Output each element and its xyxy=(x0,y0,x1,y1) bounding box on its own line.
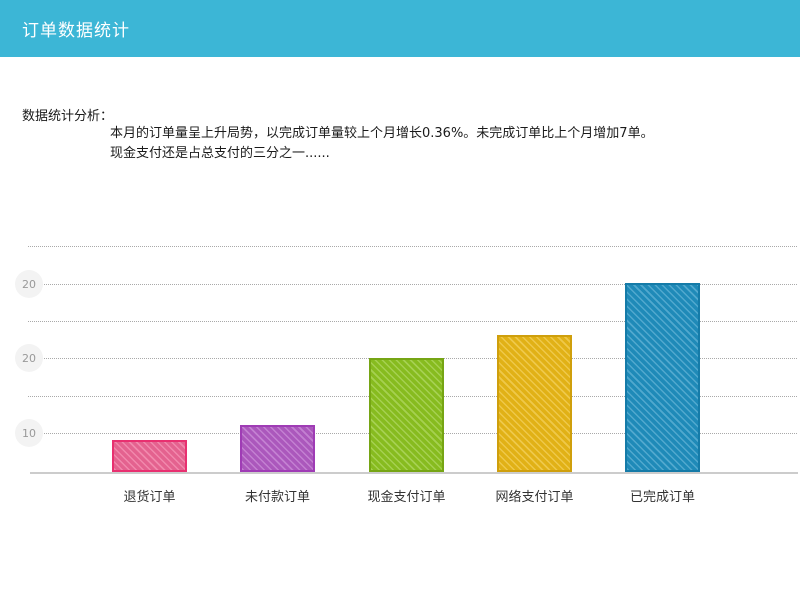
page-title: 订单数据统计 xyxy=(22,21,130,41)
analysis-line-1: 本月的订单量呈上升局势，以完成订单量较上个月增长0.36%。未完成订单比上个月增… xyxy=(110,126,654,141)
x-axis-line xyxy=(30,472,798,474)
analysis-text: 本月的订单量呈上升局势，以完成订单量较上个月增长0.36%。未完成订单比上个月增… xyxy=(110,124,654,164)
bar-未付款订单[interactable] xyxy=(240,425,315,472)
bar-label-网络支付订单: 网络支付订单 xyxy=(495,490,574,505)
bar-label-已完成订单: 已完成订单 xyxy=(629,490,695,505)
bar-退货订单[interactable] xyxy=(112,440,187,472)
bar-label-退货订单: 退货订单 xyxy=(123,490,176,505)
bar-label-未付款订单: 未付款订单 xyxy=(244,490,310,505)
bar-已完成订单[interactable] xyxy=(625,283,700,472)
y-axis-tick: 10 xyxy=(15,419,43,447)
bar-label-现金支付订单: 现金支付订单 xyxy=(367,490,446,505)
analysis-line-2: 现金支付还是占总支付的三分之一...... xyxy=(110,146,330,161)
analysis-label: 数据统计分析： xyxy=(22,109,114,124)
gridline xyxy=(28,246,797,247)
y-axis-tick: 20 xyxy=(15,344,43,372)
bar-网络支付订单[interactable] xyxy=(497,335,572,472)
gridline xyxy=(28,284,797,285)
y-axis-tick: 20 xyxy=(15,270,43,298)
bar-现金支付订单[interactable] xyxy=(369,358,444,472)
header-bar: 订单数据统计 xyxy=(0,0,800,57)
gridline xyxy=(28,321,797,322)
